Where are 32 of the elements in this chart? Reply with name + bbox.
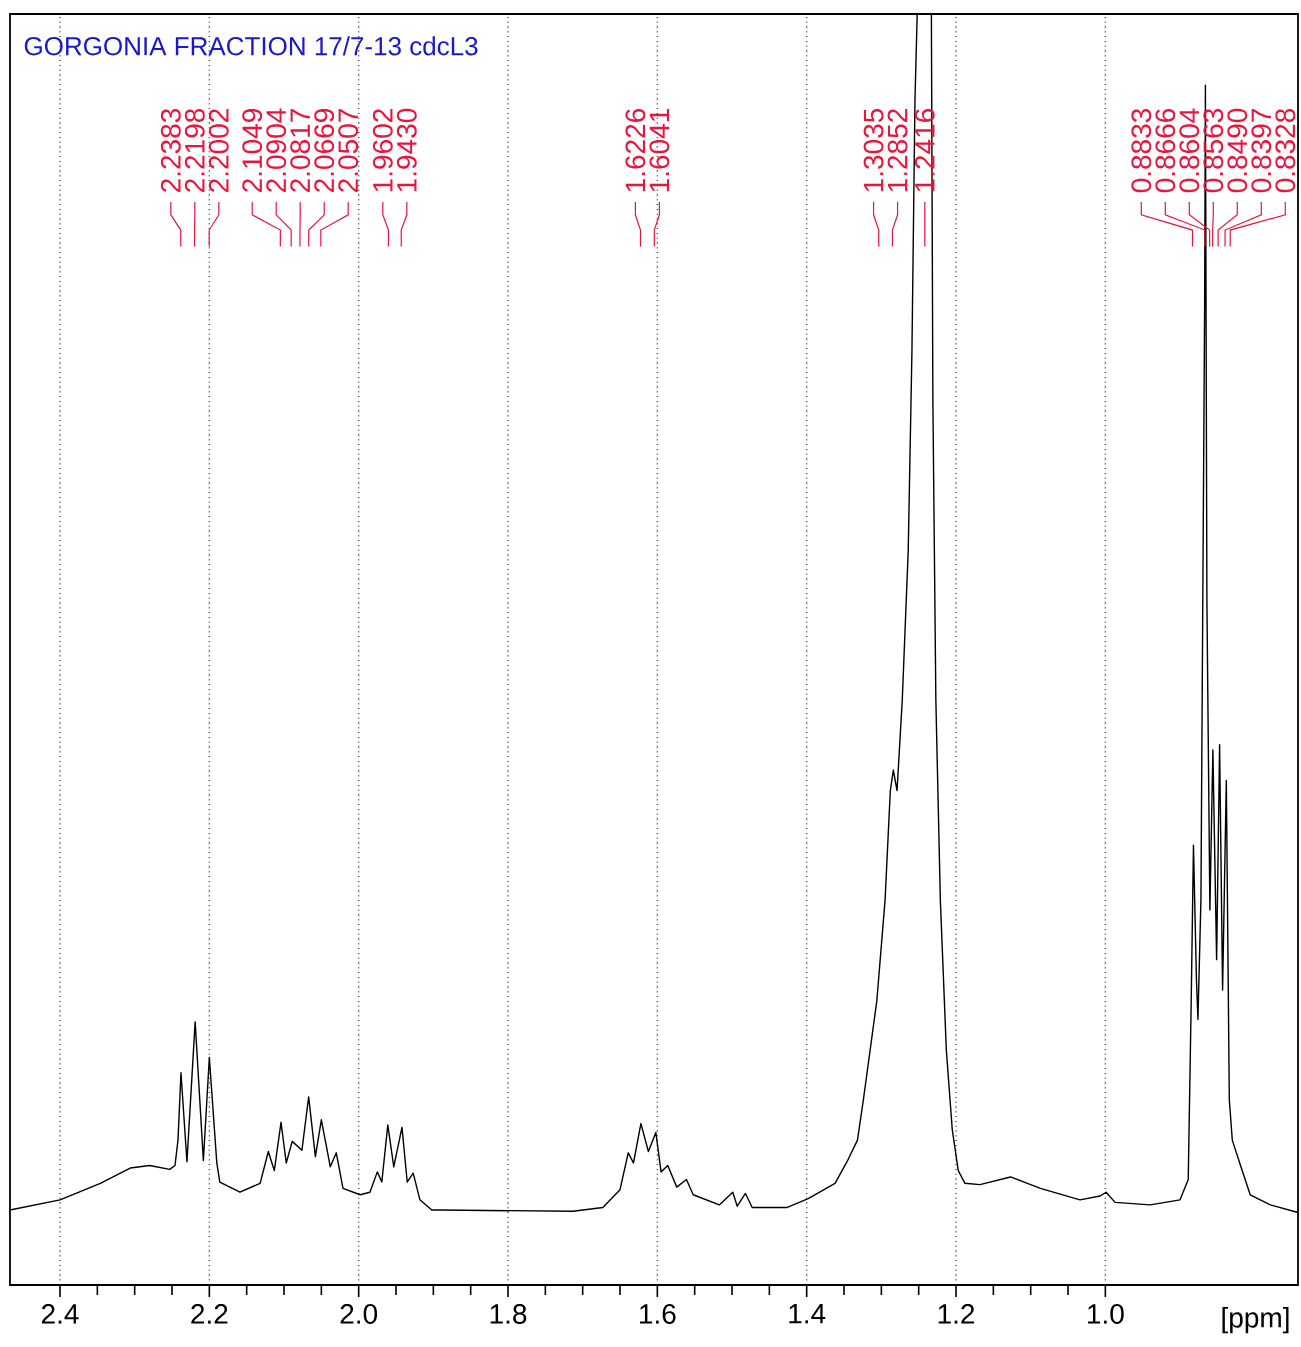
annotation: 1.2852 [887, 109, 908, 192]
annotation: 2.2383 [160, 108, 181, 192]
annotation: 2.0904 [266, 108, 287, 192]
x-tick-label: 1.6 [640, 1304, 676, 1324]
x-tick-label: 1.8 [490, 1304, 527, 1324]
text: GORGONIA FRACTION 17/7-13 cdcL3 [24, 36, 478, 56]
x-tick-label: 1.2 [938, 1304, 975, 1324]
annotation: 0.8490 [1227, 108, 1248, 193]
annotation: 2.0507 [338, 109, 359, 192]
x-tick-label: 1.0 [1088, 1304, 1124, 1324]
x-tick-label: 2.4 [41, 1304, 79, 1324]
annotation: 0.8397 [1251, 109, 1272, 193]
annotation: 1.2416 [914, 108, 935, 192]
annotation: 2.2198 [184, 108, 205, 192]
annotation: 1.9602 [372, 109, 393, 192]
annotation: 2.2002 [208, 109, 229, 192]
annotation: 1.9430 [396, 108, 417, 192]
annotation: 0.8328 [1275, 108, 1296, 193]
x-tick-label: 1.4 [789, 1304, 826, 1324]
annotation: 0.8833 [1131, 108, 1152, 193]
x-axis-title: [ppm] [1222, 1307, 1289, 1334]
annotation: 2.0669 [314, 109, 335, 192]
annotation: 0.8563 [1203, 108, 1224, 193]
annotation: 2.0817 [290, 109, 311, 192]
x-tick-label: 2.2 [191, 1304, 228, 1324]
x-tick-label: 2.0 [340, 1304, 378, 1324]
annotation: 2.1049 [242, 109, 263, 192]
annotation: 0.8666 [1155, 108, 1176, 193]
annotation: 1.3035 [863, 108, 884, 192]
annotation: 1.6041 [649, 109, 670, 192]
annotation: 1.6226 [625, 108, 646, 192]
annotation: 0.8604 [1179, 108, 1200, 193]
